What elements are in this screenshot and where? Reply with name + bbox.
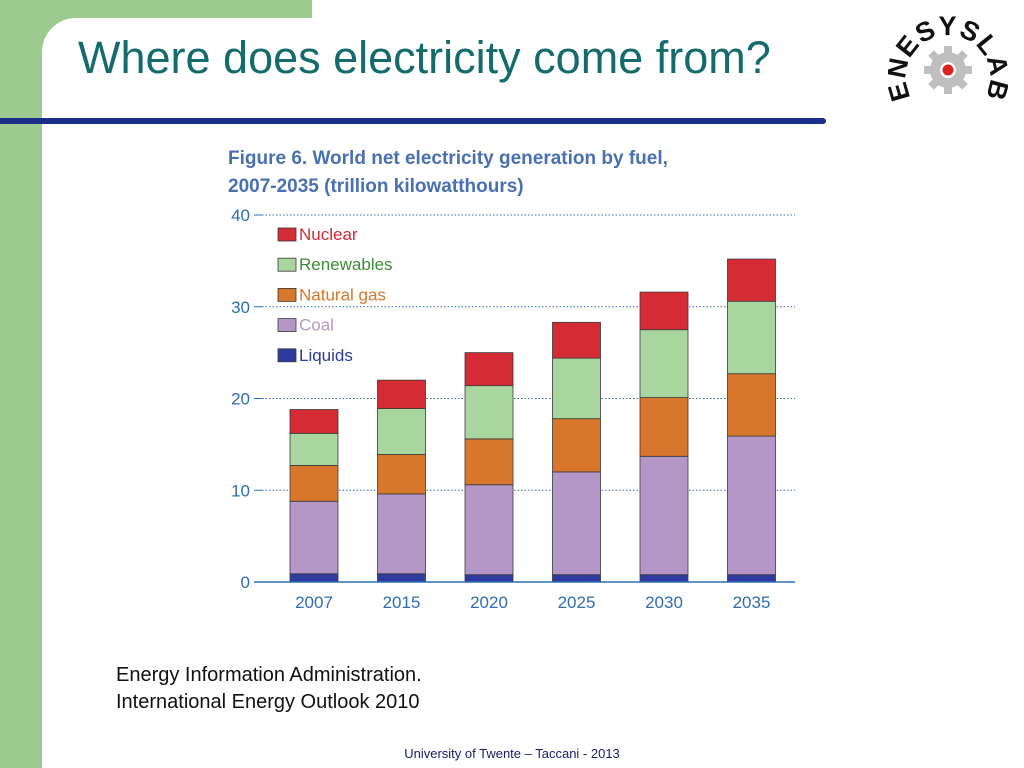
bar-segment-nuclear (552, 321, 601, 359)
bar-segment-natural-gas (727, 373, 776, 437)
bar-segment-coal (377, 493, 426, 575)
enesyslab-logo: ENESYSLAB (888, 11, 1008, 104)
bar-segment-liquids (727, 574, 776, 583)
bar-segment-nuclear (727, 258, 776, 302)
source-line-2: International Energy Outlook 2010 (116, 691, 420, 713)
legend-swatch (277, 348, 297, 363)
chart-title-line1: Figure 6. World net electricity generati… (228, 148, 668, 169)
legend-swatch (277, 318, 297, 333)
x-axis-labels: 2007 2015 2020 2025 2030 2035 (295, 593, 770, 612)
bar-segment-renewables (552, 357, 601, 420)
bar-segment-natural-gas (639, 397, 689, 457)
legend-label: Nuclear (299, 225, 358, 244)
bar-segment-coal (289, 500, 339, 575)
electricity-generation-chart: Figure 6. World net electricity generati… (228, 148, 795, 612)
bar-segment-nuclear (289, 409, 339, 434)
bar-segment-renewables (464, 385, 514, 440)
bar-segment-natural-gas (464, 438, 514, 486)
x-tick-label: 2007 (295, 593, 333, 612)
y-tick-label: 40 (231, 206, 250, 225)
bar-segment-coal (464, 484, 514, 576)
legend-swatch (277, 227, 297, 242)
chart-legend: Nuclear Renewables Natural gas Coal Liquids (277, 225, 393, 365)
grid-lines (262, 214, 795, 491)
bar-segment-liquids (377, 573, 426, 583)
title-divider (0, 118, 826, 124)
bar-segment-liquids (464, 574, 514, 583)
bar-segment-renewables (639, 329, 689, 398)
x-tick-label: 2015 (383, 593, 421, 612)
legend-label: Liquids (299, 346, 353, 365)
title-panel (42, 18, 892, 123)
bar-segment-natural-gas (289, 465, 339, 502)
left-accent-band (0, 0, 42, 768)
bar-segment-nuclear (464, 352, 514, 387)
y-tick-label: 10 (231, 481, 250, 500)
bar-segment-renewables (727, 300, 776, 375)
legend-label: Renewables (299, 255, 393, 274)
legend-label: Coal (299, 316, 334, 335)
stacked-bars (289, 258, 776, 583)
bar-segment-coal (552, 471, 601, 576)
x-tick-label: 2025 (558, 593, 596, 612)
y-axis-ticks: 0 10 20 30 40 (231, 206, 262, 592)
gear-icon (924, 46, 972, 94)
bar-segment-liquids (552, 574, 601, 583)
bar-segment-natural-gas (377, 454, 426, 495)
legend-label: Natural gas (299, 285, 386, 304)
bar-segment-renewables (377, 408, 426, 455)
bar-segment-renewables (289, 432, 339, 466)
slide-footer: University of Twente – Taccani - 2013 (404, 746, 620, 761)
y-tick-label: 20 (231, 390, 250, 409)
source-line-1: Energy Information Administration. (116, 664, 422, 686)
y-tick-label: 30 (231, 298, 250, 317)
chart-title-line2: 2007-2035 (trillion kilowatthours) (228, 176, 524, 197)
x-tick-label: 2030 (645, 593, 683, 612)
bar-segment-coal (727, 435, 776, 576)
bar-segment-natural-gas (552, 418, 601, 473)
source-citation: Energy Information Administration. Inter… (116, 662, 422, 716)
legend-swatch (277, 287, 297, 302)
bar-segment-liquids (289, 573, 339, 583)
y-tick-label: 0 (241, 573, 250, 592)
bar-segment-nuclear (377, 379, 426, 409)
bar-segment-nuclear (639, 291, 689, 331)
legend-swatch (277, 257, 297, 272)
x-tick-label: 2020 (470, 593, 508, 612)
bar-segment-coal (639, 455, 689, 576)
bar-segment-liquids (639, 574, 689, 583)
slide-title: Where does electricity come from? (78, 32, 771, 83)
x-tick-label: 2035 (733, 593, 771, 612)
